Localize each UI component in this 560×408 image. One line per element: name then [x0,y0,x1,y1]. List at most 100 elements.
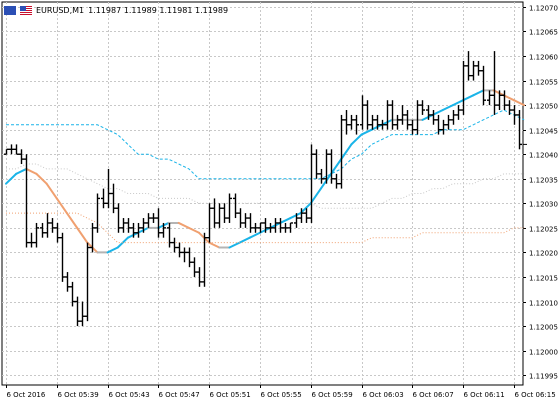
ohlc-bar [294,213,299,228]
ohlc-bar [253,222,258,233]
ohlc-bar [187,247,192,268]
ohlc-bar [446,114,451,130]
ohlc-bar [395,114,400,130]
y-tick-label: 1.12070 [529,5,558,13]
ohlc-bar [441,119,446,135]
flag-eu-icon [4,5,16,15]
indicator-line-dotted [6,163,525,209]
ohlc-bar [299,208,304,223]
ohlc-bar [212,198,217,228]
ohlc-bar [24,154,29,248]
ohlc-bar [492,51,497,115]
ohlc-bar [309,144,314,223]
ohlc-bar [466,51,471,81]
flag-us-icon [20,5,32,15]
ohlc-bar [106,168,111,209]
ohlc-bar [227,193,232,223]
indicator-segment [25,167,38,175]
indicator-line-dashed [6,109,525,180]
ohlc-bar [365,100,370,130]
ohlc-bar [360,95,365,130]
ohlc-bar [314,149,319,179]
indicator-segment [360,128,373,136]
ohlc-bar [151,213,156,223]
ohlc-bar [304,208,309,223]
indicator-segment [340,143,353,161]
symbol-header: EURUSD,M1 1.11987 1.11989 1.11981 1.1198… [4,3,228,17]
indicator-segment [76,226,89,244]
x-tick-label: 6 Oct 05:47 [159,391,200,399]
ohlc-bar [471,60,476,81]
ohlc-bar [121,218,126,233]
indicator-segment [5,172,18,185]
ohlc-bar [207,203,212,243]
ohlc-bar [233,193,238,219]
ohlc-bar [375,114,380,130]
ohlc-bar [90,222,95,253]
ohlc-bar [268,222,273,233]
ohlc-bar [319,168,324,184]
ohlc-bar [354,114,359,135]
ohlc-bar [476,60,481,76]
indicator-segment [279,217,292,224]
y-tick-label: 1.12015 [529,275,558,283]
y-tick-label: 1.12040 [529,152,558,160]
ohlc-bar [9,144,14,155]
y-tick-label: 1.12000 [529,349,558,357]
ohlc-bar [50,218,55,233]
ohlc-bar [334,173,339,189]
ohlc-bar [167,222,172,248]
ohlc-bar [517,110,522,150]
indicator-segment [502,94,515,102]
indicator-line-dotted [6,212,525,244]
ohlc-bar [288,222,293,233]
ohlc-bar [263,218,268,233]
ohlc-bar [161,222,166,238]
y-tick-label: 1.12045 [529,128,558,136]
indicator-segment [421,113,434,121]
ohlc-bar [34,222,39,248]
ohlc-bar [95,193,100,233]
ohlc-bar [415,100,420,135]
ohlc-bar [329,149,334,184]
indicator-segment [248,231,261,239]
y-tick-label: 1.12035 [529,177,558,185]
ohlc-bar [248,213,253,233]
ohlc-bar [507,100,512,115]
indicator-segment [299,202,312,215]
ohlc-bar [461,60,466,115]
ohlc-bar [80,301,85,327]
indicator-segment [330,158,343,175]
x-tick-label: 6 Oct 06:07 [413,391,454,399]
ohlc-bar [339,114,344,189]
indicator-segment [208,241,221,249]
y-tick-label: 1.12065 [529,29,558,37]
ohlc-bar [202,232,207,287]
y-tick-label: 1.12060 [529,54,558,62]
ohlc-bar [390,100,395,130]
indicator-segment [55,197,68,215]
indicator-segment [370,123,383,131]
indicator-segment [187,226,201,234]
ohlc-bar [60,232,65,282]
x-tick-label: 6 Oct 06:11 [464,391,505,399]
indicator-segment [451,99,465,107]
ohlc-bar [116,203,121,233]
x-tick-label: 6 Oct 06:03 [363,391,404,399]
x-tick-label: 6 Oct 06:15 [515,391,556,399]
indicator-segment [512,99,526,107]
ohlc-bar [14,144,19,155]
ohlc-bar [238,208,243,228]
ohlc-bar [177,242,182,258]
indicator-segment [177,221,190,229]
x-tick-label: 6 Oct 05:43 [109,391,150,399]
ohlc-bar [192,257,197,277]
ohlc-bar [487,90,492,106]
ohlc-bar [4,148,9,155]
ohlc-bar [283,222,288,233]
ohlc-bar [222,203,227,223]
ohlc-bar [436,114,441,135]
x-tick-label: 6 Oct 2016 [7,391,46,399]
